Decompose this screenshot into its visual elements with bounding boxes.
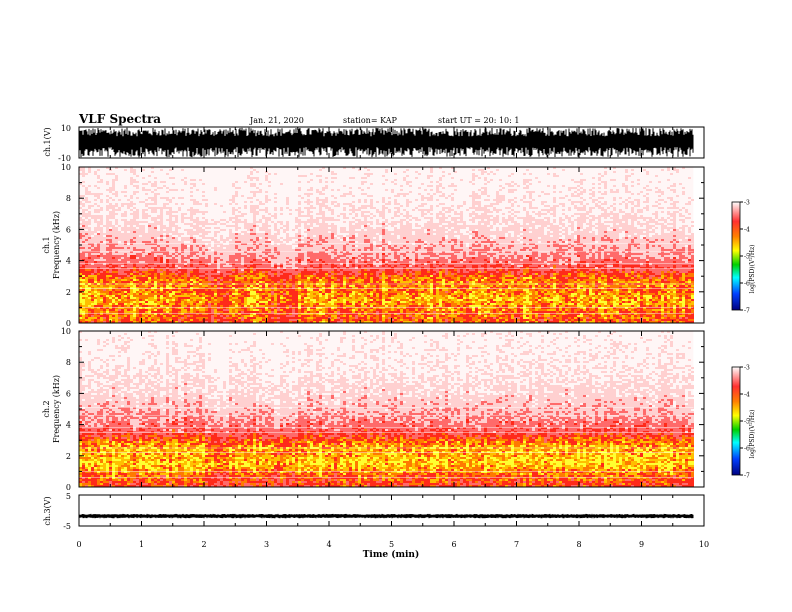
ch1-frequency-ticks: 0 2 4 6 8 10 — [61, 163, 704, 328]
frequency-tick-label: 0 — [66, 319, 71, 328]
colorbar-tick-label: -6 — [744, 446, 750, 453]
station-label: station= KAP — [343, 116, 398, 125]
ch2-spectrogram-ylabel-channel: ch.2 — [42, 400, 51, 417]
spectrogram-intensity-cells — [79, 439, 694, 479]
ch2-spectrogram-panel: 0 2 4 6 8 10 ch.2 Frequency (kHz) — [42, 327, 705, 492]
ch3-ytick-top: 5 — [66, 492, 71, 501]
frequency-tick-label: 0 — [66, 483, 71, 492]
colorbar-tick-label: -5 — [744, 419, 750, 426]
colorbar-scale — [731, 201, 741, 311]
ch3-waveform-line — [79, 513, 694, 519]
spectrogram-intensity-cells — [79, 167, 694, 273]
figure-title: VLF Spectra — [78, 112, 161, 126]
time-tick-label: 10 — [699, 540, 709, 549]
time-tick-label: 9 — [639, 540, 644, 549]
ch1-spectrogram-panel: 0 2 4 6 8 10 ch.1 Frequency (kHz) — [42, 163, 705, 328]
colorbar-label: log(PSD)(V²/Hz) — [749, 245, 756, 294]
colorbar-tick-label: -5 — [744, 254, 750, 261]
colorbar-ch1: -3 -4 -5 -6 -7 log(PSD)(V²/Hz) — [731, 200, 756, 315]
time-axis-label: Time (min) — [363, 549, 420, 560]
frequency-tick-label: 6 — [66, 225, 71, 234]
frequency-tick-label: 8 — [66, 194, 71, 203]
time-tick-label: 3 — [264, 540, 269, 549]
ch3-waveform-ylabel: ch.3(V) — [43, 496, 52, 525]
colorbar-tick-label: -7 — [744, 308, 750, 315]
colorbar-label: log(PSD)(V²/Hz) — [749, 410, 756, 459]
frequency-tick-label: 10 — [61, 163, 71, 172]
frequency-tick-label: 2 — [66, 452, 71, 461]
ch1-ytick-top: 10 — [61, 124, 71, 133]
spectrogram-intensity-cells — [79, 429, 694, 487]
time-tick-label: 7 — [514, 540, 519, 549]
frequency-tick-label: 4 — [66, 257, 71, 266]
ch3-waveform-panel: 5 -5 ch.3(V) — [43, 492, 705, 531]
time-axis: 0 1 2 3 4 5 6 7 8 9 10 — [76, 127, 709, 549]
time-tick-label: 4 — [326, 540, 331, 549]
spectrogram-intensity-cells — [79, 265, 694, 323]
frequency-tick-label: 4 — [66, 421, 71, 430]
ch1-spectrogram-ylabel-channel: ch.1 — [42, 236, 51, 253]
ch1-waveform-line — [79, 127, 694, 158]
frequency-tick-label: 2 — [66, 288, 71, 297]
colorbar-tick-label: -6 — [744, 281, 750, 288]
spectrogram-intensity-cells — [79, 415, 694, 487]
ch1-waveform-ylabel: ch.1(V) — [43, 127, 52, 156]
start-time-label: start UT = 20: 10: 1 — [438, 116, 519, 125]
ch1-waveform-trace — [79, 127, 694, 158]
ch1-spectrogram-image — [79, 167, 694, 323]
frequency-tick-label: 6 — [66, 389, 71, 398]
time-tick-label: 5 — [389, 540, 394, 549]
colorbar-tick-label: -4 — [744, 392, 750, 399]
time-tick-label: 1 — [139, 540, 144, 549]
spectrogram-intensity-cells — [79, 275, 694, 323]
colorbar-tick-label: -3 — [744, 365, 750, 372]
ch1-ytick-bottom: -10 — [58, 154, 71, 163]
date-label: Jan. 21, 2020 — [249, 116, 304, 125]
colorbar-scale — [731, 366, 741, 476]
ch3-ytick-bottom: -5 — [63, 522, 71, 531]
colorbar-ch2: -3 -4 -5 -6 -7 log(PSD)(V²/Hz) — [731, 365, 756, 480]
ch2-frequency-ticks: 0 2 4 6 8 10 — [61, 327, 704, 492]
frequency-tick-label: 8 — [66, 358, 71, 367]
time-tick-label: 2 — [201, 540, 206, 549]
colorbar-tick-label: -4 — [744, 227, 750, 234]
colorbar-tick-label: -3 — [744, 200, 750, 207]
time-tick-label: 6 — [451, 540, 456, 549]
ch2-spectrogram-ylabel-frequency: Frequency (kHz) — [52, 375, 61, 443]
colorbar-tick-label: -7 — [744, 473, 750, 480]
frequency-tick-label: 10 — [61, 327, 71, 336]
ch3-waveform-trace — [79, 513, 694, 519]
ch2-spectrogram-image — [79, 331, 694, 487]
time-tick-label: 8 — [576, 540, 581, 549]
ch1-spectrogram-ylabel-frequency: Frequency (kHz) — [52, 211, 61, 279]
ch1-waveform-panel: 10 -10 ch.1(V) — [43, 124, 705, 163]
time-tick-label: 0 — [76, 540, 81, 549]
